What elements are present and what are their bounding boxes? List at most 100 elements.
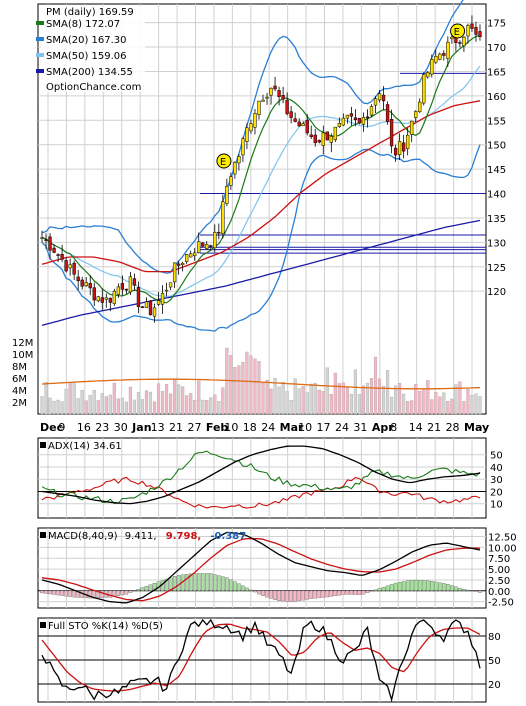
sto-grid <box>38 618 486 702</box>
volume-bar <box>462 401 466 415</box>
volume-bar <box>386 370 390 415</box>
price-y-tick-label: 130 <box>487 238 506 249</box>
candle-body <box>293 118 297 122</box>
candle-body <box>285 99 289 115</box>
macd-histogram-bar <box>438 582 442 591</box>
candle-body <box>241 138 245 156</box>
volume-bar <box>329 393 333 415</box>
candle-body <box>446 41 450 59</box>
candle-body <box>156 300 161 305</box>
macd-histogram-bar <box>361 590 366 595</box>
volume-bar <box>48 397 52 415</box>
candle-body <box>422 74 426 104</box>
x-tick-label: 18 <box>243 421 257 434</box>
volume-bar <box>165 384 169 415</box>
macd-y-tick-label: 12.50 <box>488 533 517 544</box>
candle-body <box>353 117 358 120</box>
candlesticks <box>40 15 482 323</box>
bollinger-upper <box>41 0 464 274</box>
volume-bar <box>478 396 482 415</box>
macd-histogram-bar <box>124 590 129 595</box>
macd-histogram-bar <box>365 590 370 593</box>
macd-histogram-bar <box>417 580 422 591</box>
candle-body <box>430 59 434 75</box>
volume-y-tick-label: 4M <box>12 386 27 397</box>
adx-title: ADX(14) 34.61 <box>48 441 122 452</box>
macd-histogram-bar <box>353 590 358 595</box>
earnings-marker <box>216 153 232 169</box>
candle-body <box>393 147 398 156</box>
macd-histogram-bar <box>249 589 253 591</box>
macd-histogram-bar <box>96 590 101 599</box>
sto-y-ticks: 20 50 80 <box>488 632 501 691</box>
volume-bar <box>156 383 161 415</box>
macd-histogram-bar <box>209 573 213 591</box>
candle-body <box>301 123 305 127</box>
candle-body <box>124 288 129 291</box>
candle-body <box>381 94 386 102</box>
macd-histogram-bar <box>333 590 338 596</box>
volume-bar <box>104 396 108 415</box>
volume-bar <box>169 393 173 415</box>
candle-body <box>321 132 325 146</box>
volume-bar <box>181 386 185 415</box>
macd-histogram-bar <box>213 574 217 591</box>
x-tick-label: 31 <box>353 421 367 434</box>
volume-bar <box>446 401 450 415</box>
volume-bar <box>253 358 257 415</box>
volume-bar <box>56 399 60 415</box>
volume-bar <box>369 378 374 415</box>
macd-histogram-bar <box>100 590 105 598</box>
legend-sma8: SMA(8) 172.07 <box>46 19 120 30</box>
candle-body <box>132 278 137 286</box>
candle-body <box>414 111 418 118</box>
macd-histogram-bar <box>293 590 297 602</box>
macd-y-tick-label: 5.00 <box>488 565 510 576</box>
volume-bar <box>189 393 193 415</box>
volume-bar <box>309 383 313 415</box>
volume-bar <box>124 401 128 415</box>
candle-body <box>164 289 169 292</box>
candle-body <box>470 23 474 29</box>
candle-body <box>297 121 301 127</box>
candle-body <box>221 201 225 234</box>
volume-bar <box>321 391 325 415</box>
macd-legend-swatch <box>40 532 46 538</box>
volume-bar <box>418 390 422 415</box>
macd-histogram-bar <box>237 583 241 591</box>
candle-body <box>249 123 253 132</box>
macd-histogram-bar <box>265 590 269 598</box>
macd-title: MACD(8,40,9) 9.411, 9.798, -0.387 <box>48 531 246 542</box>
candle-body <box>341 117 346 126</box>
adx-y-tick-label: 50 <box>490 451 503 462</box>
macd-histogram-bar <box>229 579 233 591</box>
earnings-label: E <box>454 27 460 38</box>
macd-histogram-bar <box>305 590 309 600</box>
volume-bar <box>434 392 438 415</box>
macd-histogram-bar <box>136 589 141 591</box>
macd-histogram-bar <box>40 590 44 594</box>
volume-bar <box>185 395 189 415</box>
volume-bar <box>273 378 277 415</box>
volume-bar <box>213 394 217 415</box>
macd-histogram-bar <box>446 584 450 591</box>
legend-sma200: SMA(200) 134.55 <box>46 67 133 78</box>
macd-histogram <box>40 573 482 602</box>
macd-histogram-bar <box>277 590 281 602</box>
macd-histogram-bar <box>273 590 277 601</box>
legend-swatch-sma8 <box>36 21 44 25</box>
volume-bar <box>205 400 209 415</box>
x-tick-label: 27 <box>187 421 201 434</box>
volume-bar <box>76 398 80 415</box>
macd-histogram-bar <box>225 577 229 591</box>
legend-swatch-sma20 <box>36 37 44 41</box>
adx-line <box>41 445 481 505</box>
candle-body <box>116 286 121 295</box>
macd-histogram-bar <box>108 590 113 598</box>
candle-body <box>52 247 56 253</box>
macd-histogram-bar <box>474 590 478 592</box>
candle-body <box>88 283 92 289</box>
